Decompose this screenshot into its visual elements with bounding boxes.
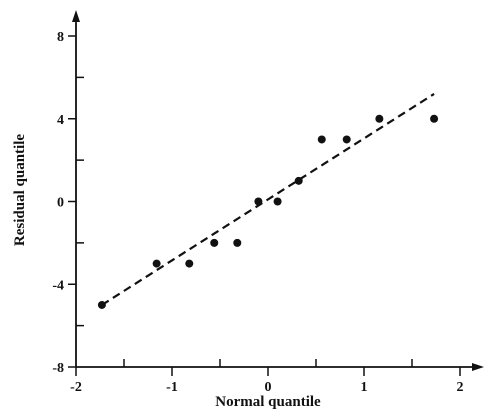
data-point — [210, 238, 219, 247]
y-tick-label: -8 — [52, 361, 64, 376]
data-point — [254, 197, 263, 206]
data-point — [317, 135, 326, 144]
data-point — [233, 238, 242, 247]
x-tick-label: 1 — [361, 380, 368, 395]
y-axis-title: Residual quantile — [12, 134, 28, 246]
y-tick-label: 0 — [57, 196, 64, 211]
data-point — [152, 259, 161, 268]
y-axis-arrowhead — [72, 10, 80, 22]
data-point — [273, 197, 282, 206]
tick-marks — [68, 35, 461, 376]
y-tick-label: 8 — [57, 30, 64, 45]
x-tick-label: 0 — [265, 380, 272, 395]
data-point — [375, 114, 384, 123]
x-tick-label: -2 — [70, 380, 82, 395]
y-tick-labels: -8 -4 0 4 8 — [52, 30, 64, 376]
data-point — [185, 259, 194, 268]
plot-area: -2 -1 0 1 2 -8 -4 0 4 8 — [52, 10, 484, 395]
x-tick-label: -1 — [166, 380, 178, 395]
reference-fit-line — [101, 92, 435, 306]
y-tick-label: 4 — [57, 113, 64, 128]
x-tick-labels: -2 -1 0 1 2 — [70, 380, 463, 395]
data-point — [342, 135, 351, 144]
data-point — [97, 300, 106, 309]
data-point — [430, 114, 439, 123]
x-axis-arrowhead — [472, 363, 484, 371]
data-point — [294, 176, 303, 185]
x-tick-label: 2 — [457, 380, 464, 395]
series-layer — [97, 92, 439, 309]
x-axis-title: Normal quantile — [215, 394, 321, 409]
y-tick-label: -4 — [52, 278, 64, 293]
